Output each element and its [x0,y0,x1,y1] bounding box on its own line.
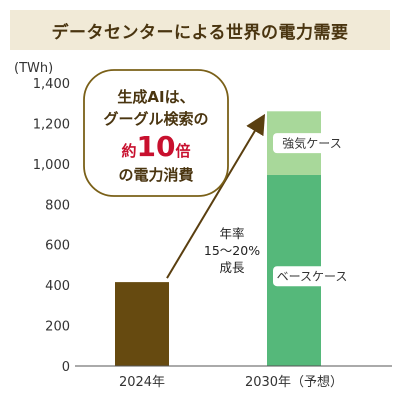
growth-annotation: 年率 15～20% 成長 [204,226,260,275]
callout-number: 10 [137,130,176,163]
y-tick-label: 200 [45,320,70,335]
growth-line-2: 15～20% [204,243,260,258]
x-axis: 2024年 2030年（予想） [75,365,392,390]
growth-line-1: 年率 [219,226,244,241]
chart-title-banner: データセンターによる世界の電力需要 [10,10,390,50]
bar-2024 [115,282,169,366]
y-axis-unit: (TWh) [14,61,53,76]
base-case-label-box [273,266,351,287]
callout-about: 約 [122,142,137,160]
callout-line-4: の電力消費 [118,166,193,184]
growth-line-3: 成長 [219,260,245,275]
callout-line-2: グーグル検索の [103,110,208,128]
y-tick-label: 600 [45,239,70,254]
base-case-label: ベースケース [273,266,351,287]
callout-times: 倍 [175,142,190,160]
y-tick-label: 1,200 [33,117,70,132]
base-case-label-text: ベースケース [277,270,348,284]
callout-line-3: 約10倍 [122,130,191,163]
y-tick-label: 0 [62,360,70,375]
x-tick-label: 2024年 [119,375,165,390]
callout-line-1: 生成AIは、 [117,88,194,106]
strong-case-label-box [273,133,351,154]
y-axis: 0 200 400 600 800 1,000 1,200 1,400 [33,77,70,375]
y-tick-label: 800 [45,198,70,213]
y-tick-label: 1,400 [33,77,70,92]
x-tick-label: 2030年（予想） [245,374,343,390]
strong-case-label-text: 強気ケース [282,136,341,151]
y-tick-label: 400 [45,279,70,294]
chart-title: データセンターによる世界の電力需要 [51,22,349,43]
y-tick-label: 1,000 [33,158,70,173]
callout-border [83,69,229,197]
strong-case-label: 強気ケース [273,133,351,154]
callout-bubble: 生成AIは、 グーグル検索の 約10倍 の電力消費 [83,69,229,197]
growth-arrow [166,113,266,279]
